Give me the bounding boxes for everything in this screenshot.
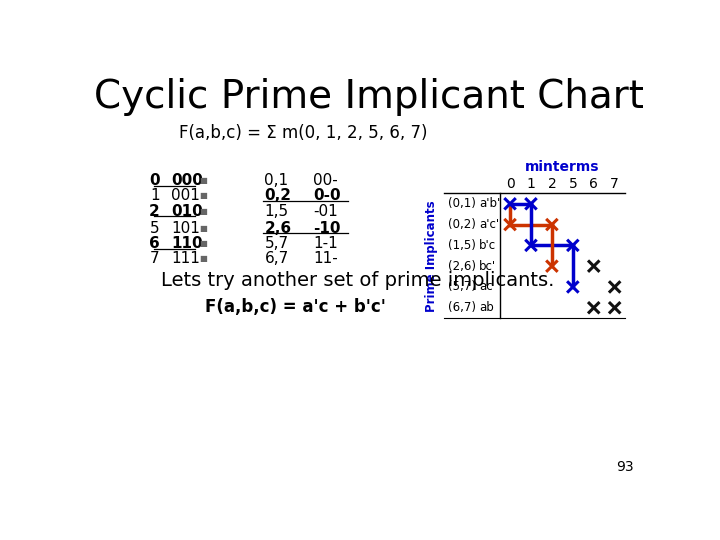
- Text: 0,1: 0,1: [264, 173, 289, 188]
- Text: 11-: 11-: [313, 251, 338, 266]
- Text: 1: 1: [150, 188, 160, 203]
- Text: (1,5): (1,5): [448, 239, 476, 252]
- Text: ■: ■: [199, 239, 207, 248]
- Text: F(a,b,c) = Σ m(0, 1, 2, 5, 6, 7): F(a,b,c) = Σ m(0, 1, 2, 5, 6, 7): [179, 124, 428, 141]
- Text: Prime Implicants: Prime Implicants: [425, 200, 438, 312]
- Text: ■: ■: [199, 191, 207, 200]
- Text: 1: 1: [526, 177, 536, 191]
- Text: 7: 7: [611, 177, 619, 191]
- Text: 7: 7: [150, 251, 160, 266]
- Text: Lets try another set of prime implicants.: Lets try another set of prime implicants…: [161, 271, 554, 290]
- Text: ac: ac: [479, 280, 492, 293]
- Text: (0,2): (0,2): [448, 218, 476, 231]
- Text: -01: -01: [313, 204, 338, 219]
- Text: 111: 111: [171, 251, 200, 266]
- Text: ■: ■: [199, 176, 207, 185]
- Text: 1-1: 1-1: [313, 236, 338, 251]
- Text: ■: ■: [199, 224, 207, 233]
- Text: 0: 0: [505, 177, 514, 191]
- Text: 000: 000: [171, 173, 203, 188]
- Text: 6: 6: [149, 236, 160, 251]
- Text: 001: 001: [171, 188, 200, 203]
- Text: 5,7: 5,7: [264, 236, 289, 251]
- Text: 6: 6: [589, 177, 598, 191]
- Text: b'c: b'c: [479, 239, 496, 252]
- Text: a'b': a'b': [479, 197, 500, 210]
- Text: 010: 010: [171, 204, 203, 219]
- Text: (0,1): (0,1): [448, 197, 476, 210]
- Text: minterms: minterms: [525, 160, 600, 174]
- Text: ■: ■: [199, 207, 207, 215]
- Text: Cyclic Prime Implicant Chart: Cyclic Prime Implicant Chart: [94, 78, 644, 116]
- Text: a'c': a'c': [479, 218, 499, 231]
- Text: 2,6: 2,6: [264, 220, 292, 235]
- Text: 1,5: 1,5: [264, 204, 289, 219]
- Text: 5: 5: [569, 177, 577, 191]
- Text: -10: -10: [313, 220, 341, 235]
- Text: 101: 101: [171, 220, 200, 235]
- Text: 00-: 00-: [313, 173, 338, 188]
- Text: F(a,b,c) = a'c + b'c': F(a,b,c) = a'c + b'c': [204, 298, 386, 316]
- Text: 2: 2: [547, 177, 557, 191]
- Text: 5: 5: [150, 220, 160, 235]
- Text: (2,6): (2,6): [448, 260, 476, 273]
- Text: 6,7: 6,7: [264, 251, 289, 266]
- Text: 0,2: 0,2: [264, 188, 292, 203]
- Text: (6,7): (6,7): [448, 301, 476, 314]
- Text: 0-0: 0-0: [313, 188, 341, 203]
- Text: 2: 2: [149, 204, 160, 219]
- Text: ab: ab: [479, 301, 494, 314]
- Text: 93: 93: [616, 460, 634, 474]
- Text: bc': bc': [479, 260, 496, 273]
- Text: (5,7): (5,7): [448, 280, 476, 293]
- Text: ■: ■: [199, 254, 207, 264]
- Text: 110: 110: [171, 236, 203, 251]
- Text: 0: 0: [149, 173, 160, 188]
